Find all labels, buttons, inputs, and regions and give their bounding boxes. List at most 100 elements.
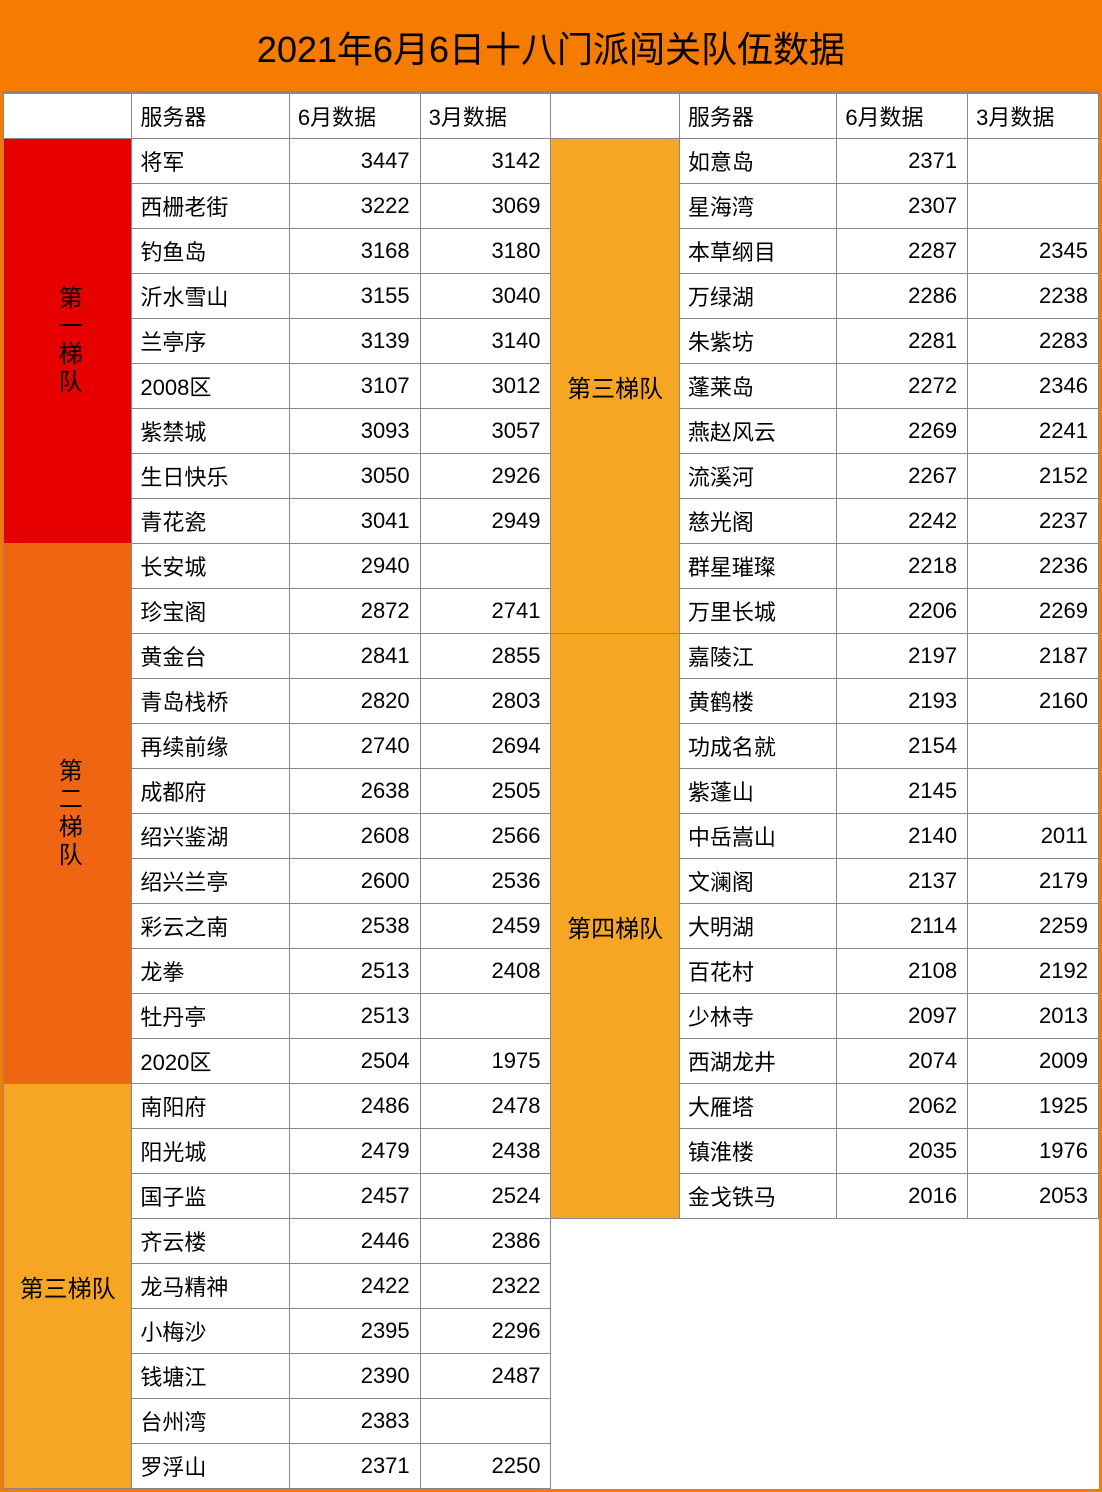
june-cell: 2422 bbox=[289, 1264, 420, 1309]
march-cell: 2160 bbox=[968, 679, 1099, 724]
june-cell: 2638 bbox=[289, 769, 420, 814]
header-server-right: 服务器 bbox=[679, 94, 836, 139]
march-cell: 2524 bbox=[420, 1174, 551, 1219]
june-cell: 2371 bbox=[837, 139, 968, 184]
server-cell: 黄鹤楼 bbox=[679, 679, 836, 724]
server-cell: 紫蓬山 bbox=[679, 769, 836, 814]
server-cell: 镇淮楼 bbox=[679, 1129, 836, 1174]
server-cell: 小梅沙 bbox=[132, 1309, 289, 1354]
march-cell bbox=[968, 769, 1099, 814]
server-cell: 国子监 bbox=[132, 1174, 289, 1219]
server-cell: 牡丹亭 bbox=[132, 994, 289, 1039]
tier-label: 第一梯队 bbox=[4, 139, 132, 544]
tier-label: 第三梯队 bbox=[551, 139, 679, 634]
march-cell: 2241 bbox=[968, 409, 1099, 454]
march-cell: 2009 bbox=[968, 1039, 1099, 1084]
march-cell: 1975 bbox=[420, 1039, 551, 1084]
june-cell: 2538 bbox=[289, 904, 420, 949]
server-cell: 齐云楼 bbox=[132, 1219, 289, 1264]
header-june-left: 6月数据 bbox=[289, 94, 420, 139]
june-cell: 3041 bbox=[289, 499, 420, 544]
march-cell: 2322 bbox=[420, 1264, 551, 1309]
march-cell bbox=[968, 184, 1099, 229]
june-cell: 2286 bbox=[837, 274, 968, 319]
server-cell: 彩云之南 bbox=[132, 904, 289, 949]
march-cell: 2152 bbox=[968, 454, 1099, 499]
june-cell: 2371 bbox=[289, 1444, 420, 1489]
june-cell: 2446 bbox=[289, 1219, 420, 1264]
server-cell: 2020区 bbox=[132, 1039, 289, 1084]
march-cell: 2459 bbox=[420, 904, 551, 949]
march-cell: 2283 bbox=[968, 319, 1099, 364]
march-cell: 1976 bbox=[968, 1129, 1099, 1174]
march-cell: 2438 bbox=[420, 1129, 551, 1174]
march-cell: 2694 bbox=[420, 724, 551, 769]
server-cell: 万绿湖 bbox=[679, 274, 836, 319]
server-cell: 蓬莱岛 bbox=[679, 364, 836, 409]
june-cell: 2281 bbox=[837, 319, 968, 364]
march-cell: 2259 bbox=[968, 904, 1099, 949]
june-cell: 2820 bbox=[289, 679, 420, 724]
march-cell: 3140 bbox=[420, 319, 551, 364]
june-cell: 2097 bbox=[837, 994, 968, 1039]
server-cell: 生日快乐 bbox=[132, 454, 289, 499]
server-cell: 龙马精神 bbox=[132, 1264, 289, 1309]
march-cell: 2536 bbox=[420, 859, 551, 904]
march-cell: 2179 bbox=[968, 859, 1099, 904]
march-cell: 3057 bbox=[420, 409, 551, 454]
server-cell: 朱紫坊 bbox=[679, 319, 836, 364]
march-cell: 2855 bbox=[420, 634, 551, 679]
june-cell: 3107 bbox=[289, 364, 420, 409]
march-cell bbox=[420, 544, 551, 589]
server-cell: 西栅老街 bbox=[132, 184, 289, 229]
march-cell: 2013 bbox=[968, 994, 1099, 1039]
server-cell: 将军 bbox=[132, 139, 289, 184]
server-cell: 台州湾 bbox=[132, 1399, 289, 1444]
march-cell: 2487 bbox=[420, 1354, 551, 1399]
march-cell: 2566 bbox=[420, 814, 551, 859]
header-server-left: 服务器 bbox=[132, 94, 289, 139]
server-cell: 万里长城 bbox=[679, 589, 836, 634]
march-cell bbox=[420, 994, 551, 1039]
june-cell: 2242 bbox=[837, 499, 968, 544]
server-cell: 如意岛 bbox=[679, 139, 836, 184]
table-row: 第一梯队将军34473142第三梯队如意岛2371 bbox=[4, 139, 1099, 184]
march-cell: 2236 bbox=[968, 544, 1099, 589]
june-cell: 3093 bbox=[289, 409, 420, 454]
server-cell: 龙拳 bbox=[132, 949, 289, 994]
server-cell: 绍兴鉴湖 bbox=[132, 814, 289, 859]
march-cell: 2011 bbox=[968, 814, 1099, 859]
june-cell: 2940 bbox=[289, 544, 420, 589]
june-cell: 2395 bbox=[289, 1309, 420, 1354]
server-cell: 嘉陵江 bbox=[679, 634, 836, 679]
server-cell: 黄金台 bbox=[132, 634, 289, 679]
server-cell: 燕赵风云 bbox=[679, 409, 836, 454]
table-row: 齐云楼24462386 bbox=[4, 1219, 1099, 1264]
server-cell: 西湖龙井 bbox=[679, 1039, 836, 1084]
march-cell: 2238 bbox=[968, 274, 1099, 319]
march-cell: 3040 bbox=[420, 274, 551, 319]
june-cell: 2137 bbox=[837, 859, 968, 904]
march-cell: 2346 bbox=[968, 364, 1099, 409]
june-cell: 2035 bbox=[837, 1129, 968, 1174]
june-cell: 2457 bbox=[289, 1174, 420, 1219]
june-cell: 2272 bbox=[837, 364, 968, 409]
june-cell: 2206 bbox=[837, 589, 968, 634]
june-cell: 2608 bbox=[289, 814, 420, 859]
server-cell: 文澜阁 bbox=[679, 859, 836, 904]
server-cell: 青花瓷 bbox=[132, 499, 289, 544]
server-cell: 成都府 bbox=[132, 769, 289, 814]
march-cell: 2926 bbox=[420, 454, 551, 499]
march-cell: 2187 bbox=[968, 634, 1099, 679]
server-cell: 沂水雪山 bbox=[132, 274, 289, 319]
june-cell: 2154 bbox=[837, 724, 968, 769]
june-cell: 2383 bbox=[289, 1399, 420, 1444]
server-cell: 紫禁城 bbox=[132, 409, 289, 454]
server-cell: 功成名就 bbox=[679, 724, 836, 769]
june-cell: 3222 bbox=[289, 184, 420, 229]
server-cell: 绍兴兰亭 bbox=[132, 859, 289, 904]
march-cell: 2192 bbox=[968, 949, 1099, 994]
june-cell: 3139 bbox=[289, 319, 420, 364]
server-cell: 流溪河 bbox=[679, 454, 836, 499]
march-cell bbox=[968, 724, 1099, 769]
